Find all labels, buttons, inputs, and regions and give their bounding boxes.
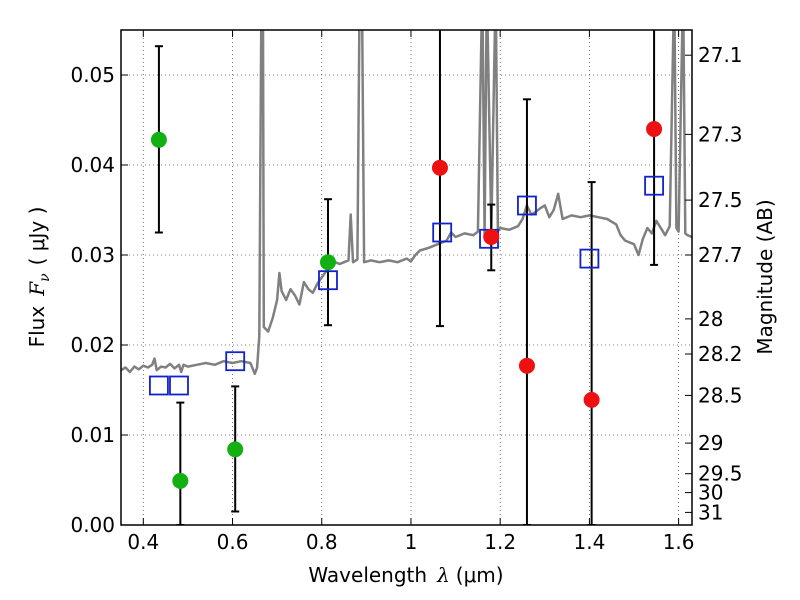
axis-ticks: 0.4 0.6 0.8 1 1.2 1.4 1.6 0.00 0.01 0.02 0.03 0.04 0… xyxy=(70,30,743,554)
detections-point xyxy=(227,441,244,458)
model-photometry-square xyxy=(169,375,189,396)
detections-point xyxy=(172,472,189,489)
x-tick-label: 1 xyxy=(405,530,418,554)
y2-tick-label: 27.1 xyxy=(698,43,743,67)
x-tick-label: 1.4 xyxy=(573,530,605,554)
upper-limits-point xyxy=(483,229,500,245)
model-photometry-square xyxy=(432,222,453,243)
x-tick-label: 1.6 xyxy=(663,530,695,554)
y2-tick-label: 28 xyxy=(698,307,723,331)
y2-tick-label: 28.5 xyxy=(698,383,743,407)
upper-limits-point xyxy=(518,357,535,374)
y-tick-label: 0.04 xyxy=(70,153,115,177)
y-tick-label: 0.05 xyxy=(70,63,115,87)
model-photometry-square xyxy=(318,270,338,291)
upper-limits-point xyxy=(583,391,600,408)
y2-tick-label: 30 xyxy=(698,481,723,505)
model-photometry-square xyxy=(149,375,169,396)
x-tick-label: 0.4 xyxy=(127,530,159,554)
grid xyxy=(121,30,692,526)
y2-tick-label: 29.5 xyxy=(698,462,743,486)
plot-frame xyxy=(120,29,693,526)
y-axis-label: FluxFν( μJy ) xyxy=(25,207,53,348)
x-tick-label: 0.8 xyxy=(306,530,338,554)
detections-point xyxy=(150,131,167,148)
plot-area xyxy=(121,30,692,525)
y-tick-label: 0.01 xyxy=(70,423,115,447)
model-photometry-square xyxy=(517,195,537,216)
y2-tick-label: 27.5 xyxy=(698,188,743,212)
x-tick-label: 0.6 xyxy=(217,530,249,554)
y-tick-label: 0.03 xyxy=(70,243,115,267)
y2-axis-label: Magnitude (AB) xyxy=(753,199,777,354)
y2-tick-label: 27.7 xyxy=(698,243,743,267)
x-axis-label: Wavelength λ (μm) xyxy=(308,563,503,587)
y2-tick-label: 31 xyxy=(698,500,723,524)
y-tick-label: 0.02 xyxy=(70,333,115,357)
model-spectrum-line xyxy=(121,30,692,376)
model-photometry-square xyxy=(579,248,600,269)
model-photometry-square xyxy=(644,175,664,196)
x-tick-label: 1.2 xyxy=(484,530,516,554)
upper-limits-point xyxy=(646,121,663,137)
y-tick-label: 0.00 xyxy=(70,513,115,537)
y2-tick-label: 29 xyxy=(698,431,723,455)
model-photometry-square xyxy=(225,351,246,372)
y2-tick-label: 28.2 xyxy=(698,342,743,366)
y2-tick-label: 27.3 xyxy=(698,122,743,146)
upper-limits-point xyxy=(431,159,448,176)
detections-point xyxy=(319,254,336,271)
